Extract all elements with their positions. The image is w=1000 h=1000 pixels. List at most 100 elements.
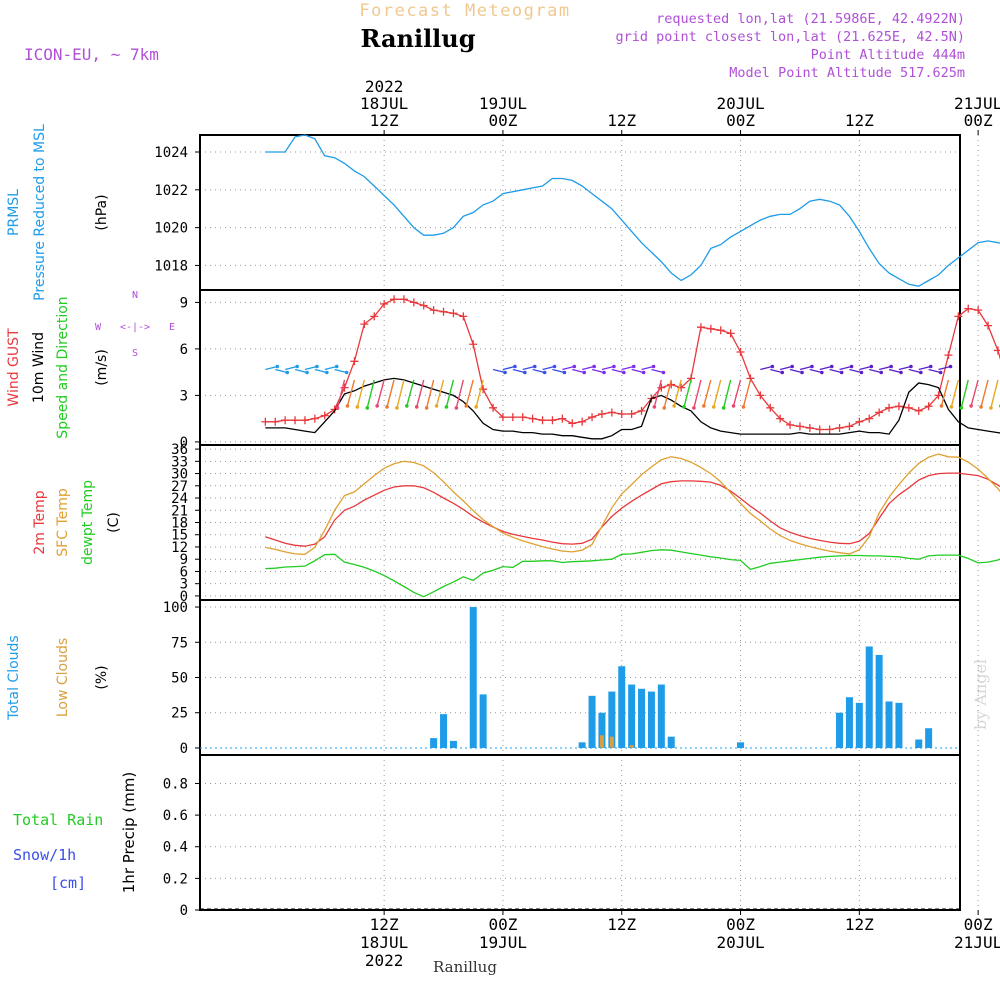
cloud-bar-total bbox=[598, 712, 606, 748]
y-tick-label: 1022 bbox=[154, 183, 188, 199]
gust-point bbox=[538, 416, 547, 425]
gust-point bbox=[924, 402, 933, 411]
wind-arrow-head bbox=[345, 404, 350, 408]
gust-point bbox=[875, 408, 884, 417]
y-tick-label: 50 bbox=[171, 671, 188, 687]
wind-arrow bbox=[849, 368, 862, 374]
gust-point bbox=[617, 410, 626, 418]
wind-arrow-head bbox=[631, 364, 636, 369]
side-label: 2m Temp bbox=[32, 490, 48, 554]
y-tick-label: 75 bbox=[171, 635, 188, 651]
wind-arrow bbox=[980, 379, 989, 408]
gust-point bbox=[419, 301, 428, 310]
wind-arrow bbox=[581, 365, 595, 371]
wind-arrow bbox=[960, 379, 969, 409]
bottom-axis-label: 20JUL bbox=[716, 933, 764, 952]
top-axis-label: 12Z bbox=[607, 111, 636, 130]
wind-arrow bbox=[532, 368, 545, 374]
wind-arrow bbox=[898, 365, 912, 371]
y-tick-label: 3 bbox=[180, 388, 188, 404]
gust-point bbox=[776, 414, 785, 423]
wind-arrow-head bbox=[334, 364, 339, 369]
unit-label: (C) bbox=[106, 512, 122, 533]
gust-point bbox=[271, 417, 280, 426]
wind-arrow-head bbox=[899, 370, 903, 375]
wind-arrow-head bbox=[959, 406, 964, 410]
gust-point bbox=[459, 312, 468, 321]
wind-arrow bbox=[445, 379, 455, 408]
location-title: Ranillug bbox=[360, 24, 475, 53]
wind-arrow-head bbox=[641, 370, 646, 375]
wind-arrow bbox=[859, 365, 872, 371]
wind-arrow bbox=[918, 365, 931, 371]
gust-point bbox=[944, 351, 953, 360]
gust-point bbox=[380, 299, 389, 308]
gust-point bbox=[706, 324, 715, 333]
side-label: Total Rain bbox=[13, 811, 103, 829]
cloud-bar-low bbox=[599, 735, 604, 748]
gust-point bbox=[786, 420, 795, 429]
cloud-bar-total bbox=[628, 684, 636, 748]
wind-arrow bbox=[779, 365, 793, 371]
gust-point bbox=[350, 357, 359, 366]
wind-arrow-head bbox=[790, 364, 794, 369]
y-tick-label: 0.4 bbox=[163, 840, 188, 856]
wind-arrow bbox=[334, 368, 347, 374]
wind-arrow-head bbox=[464, 404, 469, 408]
wind-arrow-head bbox=[375, 404, 379, 408]
wind-arrow bbox=[760, 365, 773, 371]
wind-arrow bbox=[512, 368, 526, 374]
wind-arrow bbox=[970, 379, 979, 407]
wind-arrow-head bbox=[889, 364, 893, 369]
gust-point bbox=[300, 416, 309, 425]
gust-point bbox=[489, 403, 498, 412]
cloud-bar-total bbox=[895, 702, 903, 748]
side-label: [cm] bbox=[50, 874, 86, 892]
cloud-bar-total bbox=[638, 688, 646, 748]
panel-frame bbox=[199, 754, 961, 911]
side-label: PRMSL bbox=[6, 189, 22, 236]
wind-arrow-head bbox=[434, 404, 439, 408]
series-line-temperature-2 bbox=[265, 549, 1000, 598]
wind-arrow bbox=[693, 379, 702, 409]
watermark: by Angel bbox=[971, 659, 990, 730]
gust-point bbox=[548, 416, 557, 425]
top-axis-label: 21JUL bbox=[954, 94, 1000, 113]
top-axis-label: 00Z bbox=[488, 111, 517, 130]
compass-w: W bbox=[95, 322, 102, 333]
side-label: Speed and Direction bbox=[55, 296, 71, 438]
wind-compass: N W E S <-|-> bbox=[95, 290, 175, 359]
gust-point bbox=[320, 411, 329, 420]
wind-arrow bbox=[552, 368, 565, 374]
top-axis-label: 2022 bbox=[365, 77, 404, 96]
gust-point bbox=[934, 391, 943, 400]
wind-arrow bbox=[742, 379, 752, 408]
wind-arrow bbox=[591, 368, 605, 374]
wind-arrow bbox=[713, 379, 722, 408]
wind-arrow-head bbox=[741, 405, 746, 409]
wind-arrow-head bbox=[939, 404, 944, 408]
gust-point bbox=[568, 419, 577, 428]
gust-point bbox=[954, 312, 963, 321]
cloud-bar-total bbox=[608, 691, 616, 748]
y-tick-label: 27 bbox=[171, 479, 188, 495]
side-label: Pressure Reduced to MSL bbox=[32, 124, 48, 301]
gust-point bbox=[964, 304, 973, 313]
wind-arrow bbox=[663, 379, 672, 409]
wind-arrow-head bbox=[325, 370, 329, 375]
wind-arrow bbox=[366, 379, 375, 409]
cloud-bar-total bbox=[657, 684, 665, 748]
wind-arrow bbox=[386, 379, 395, 408]
gust-point bbox=[726, 329, 735, 338]
cloud-bar-total bbox=[737, 742, 745, 748]
wind-arrow-head bbox=[661, 370, 666, 375]
bottom-axis-label: 00Z bbox=[488, 915, 517, 934]
cloud-bar-total bbox=[875, 654, 883, 748]
wind-arrow-head bbox=[849, 364, 854, 369]
wind-arrow bbox=[928, 368, 941, 374]
wind-arrow bbox=[455, 379, 465, 409]
top-axis-label: 19JUL bbox=[479, 94, 527, 113]
gust-point bbox=[825, 425, 834, 434]
side-label: dewpt Temp bbox=[80, 480, 96, 565]
gust-point bbox=[469, 340, 478, 349]
